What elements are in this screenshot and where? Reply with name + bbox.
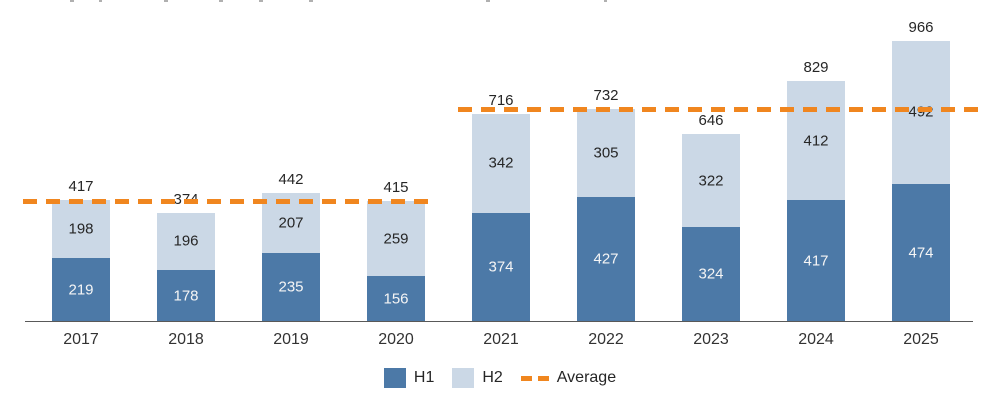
bar-2019-h1 (262, 253, 320, 322)
year-label-2024: 2024 (798, 331, 834, 348)
bar-2023-total: 646 (698, 111, 724, 129)
legend-swatch-h1 (383, 368, 406, 388)
year-label-2022: 2022 (588, 331, 624, 348)
legend-item-h2: H2 (452, 368, 503, 388)
bar-2020-h2 (367, 200, 425, 277)
cropped-text-remnant (309, 0, 313, 2)
bar-2022-h2-value: 305 (593, 144, 619, 162)
bar-2017-total: 417 (68, 178, 94, 196)
cropped-text-remnant (486, 0, 490, 2)
x-axis-line (25, 321, 973, 322)
year-label-2021: 2021 (483, 331, 519, 348)
bar-2020-h1 (367, 276, 425, 322)
bar-2019-h2-value: 207 (278, 214, 304, 232)
bar-2022-total: 732 (593, 86, 619, 104)
cropped-text-remnant (164, 0, 168, 2)
bar-2018-h1-value: 178 (173, 287, 199, 305)
bar-2024-h1-value: 417 (803, 252, 829, 270)
bar-2023-h2-value: 322 (698, 172, 724, 190)
bar-2018-h2 (157, 212, 215, 270)
cropped-text-remnant (259, 0, 263, 2)
bar-2019-h1-value: 235 (278, 278, 304, 296)
bar-2017-h2-value: 198 (68, 220, 94, 238)
bar-2017-h1-value: 219 (68, 281, 94, 299)
legend: H1 H2 Average (0, 368, 1000, 388)
year-label-2020: 2020 (378, 331, 414, 348)
bar-2024-h1 (787, 200, 845, 322)
cropped-text-remnant (604, 0, 607, 2)
legend-swatch-h2 (452, 368, 475, 388)
year-label-2023: 2023 (693, 331, 729, 348)
bar-2025-h1-value: 474 (908, 244, 934, 262)
bar-2020-h2-value: 259 (383, 230, 409, 248)
legend-average-dash-icon (520, 375, 549, 381)
legend-label-h2: H2 (482, 369, 503, 386)
legend-item-average: Average (520, 368, 617, 388)
bar-2018-h2-value: 196 (173, 232, 199, 250)
year-label-2017: 2017 (63, 331, 99, 348)
bar-2022-h1 (577, 197, 635, 322)
bar-2025-h2 (892, 40, 950, 184)
legend-label-average: Average (556, 369, 617, 386)
bar-2021-h2-value: 342 (488, 154, 514, 172)
bar-2021-h1 (472, 212, 530, 322)
bar-2023-h1 (682, 227, 740, 322)
cropped-text-remnant (70, 0, 74, 2)
year-label-2018: 2018 (168, 331, 204, 348)
bar-2019-total: 442 (278, 171, 304, 189)
bar-2022-h1-value: 427 (593, 250, 619, 268)
legend-item-h1: H1 (383, 368, 435, 388)
bar-2018-h1 (157, 269, 215, 322)
bar-2023-h1-value: 324 (698, 265, 724, 283)
bar-2024-total: 829 (803, 58, 829, 76)
bar-2024-h2 (787, 80, 845, 201)
bar-2017-h1 (52, 257, 110, 322)
year-label-2025: 2025 (903, 331, 939, 348)
year-label-2019: 2019 (273, 331, 309, 348)
bar-2021-h2 (472, 113, 530, 213)
cropped-text-remnant (99, 0, 102, 2)
legend-label-h1: H1 (413, 369, 435, 386)
bar-2021-h1-value: 374 (488, 258, 514, 276)
average-line-right (458, 106, 978, 112)
bar-2017-h2 (52, 200, 110, 258)
bar-2021-total: 716 (488, 91, 514, 109)
average-line-left (23, 199, 432, 205)
bar-2020-total: 415 (383, 178, 409, 196)
bar-2020-h1-value: 156 (383, 290, 409, 308)
bar-2024-h2-value: 412 (803, 132, 829, 150)
cropped-text-remnant (219, 0, 223, 2)
bar-2025-h1 (892, 183, 950, 322)
bar-2022-h2 (577, 108, 635, 198)
bar-2025-total: 966 (908, 18, 934, 36)
bar-2023-h2 (682, 133, 740, 228)
